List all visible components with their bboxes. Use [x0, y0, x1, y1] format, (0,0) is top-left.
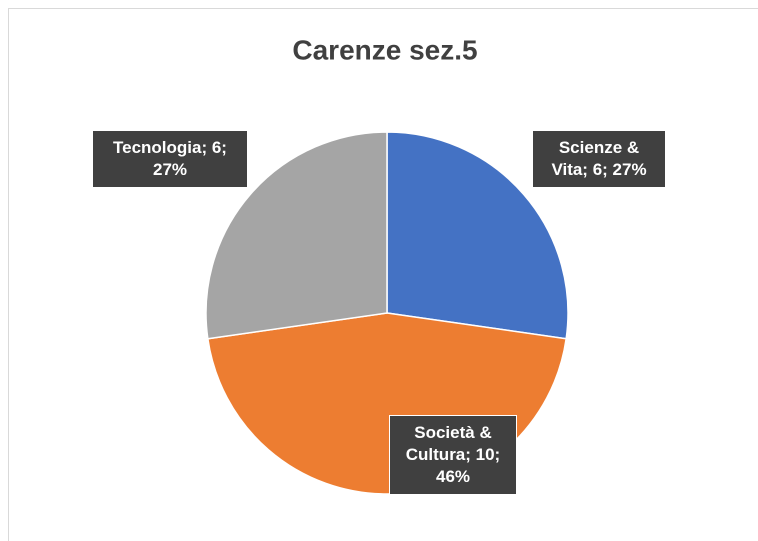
pie-slice [205, 131, 388, 340]
data-label: Società & Cultura; 10; 46% [389, 415, 517, 495]
data-label: Scienze & Vita; 6; 27% [532, 130, 666, 188]
data-label: Tecnologia; 6; 27% [92, 130, 248, 188]
chart-title: Carenze sez.5 [292, 34, 477, 65]
pie-slice [386, 131, 569, 340]
